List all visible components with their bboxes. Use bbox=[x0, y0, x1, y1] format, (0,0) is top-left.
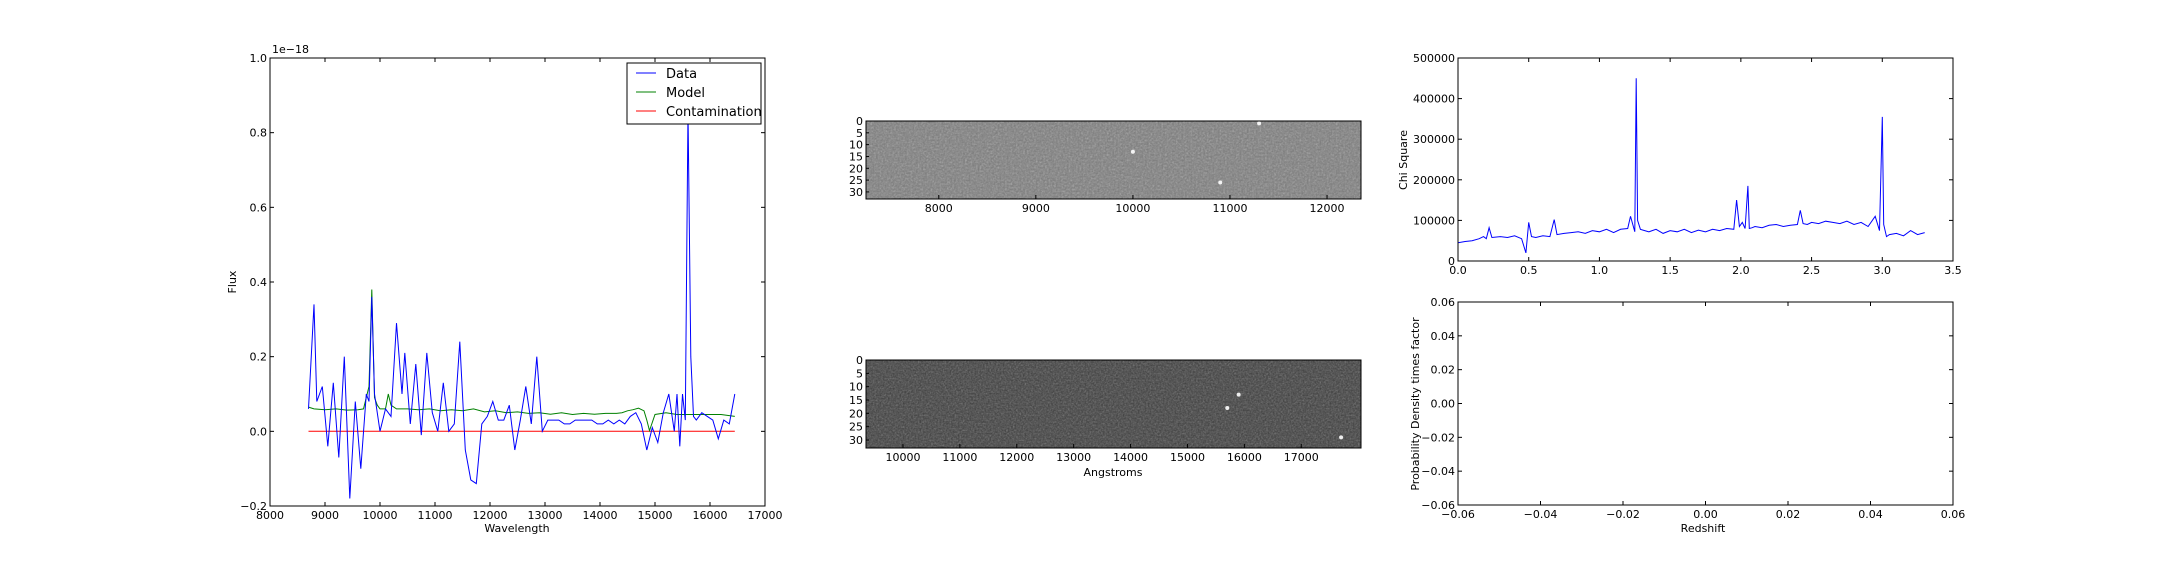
probability-ytick-label: −0.04 bbox=[1421, 465, 1455, 478]
chi-square-xtick-label: 1.0 bbox=[1591, 264, 1609, 277]
probability-ylabel: Probability Density times factor bbox=[1409, 317, 1422, 491]
probability-ytick-label: 0.04 bbox=[1431, 330, 1456, 343]
probability-ytick-label: 0.06 bbox=[1431, 296, 1456, 309]
spectrum-xlabel: Wavelength bbox=[484, 522, 549, 535]
spectrum-xtick-label: 9000 bbox=[311, 509, 339, 522]
image-top-xtick-label: 12000 bbox=[1310, 202, 1345, 215]
image-top-bright-spot bbox=[1218, 180, 1222, 184]
chi-square-panel: 0.0 0.5 1.0 1.5 2.0 2.5 3.0 3.5 0 100000 200000 300… bbox=[1397, 52, 1962, 277]
spectrum-xtick-label: 17000 bbox=[748, 509, 783, 522]
image-bottom-bright-spot bbox=[1339, 435, 1343, 439]
image-bottom-ytick-label: 0 bbox=[856, 354, 863, 367]
image-bottom-bright-spot bbox=[1237, 393, 1241, 397]
probability-ytick-label: 0.02 bbox=[1431, 364, 1456, 377]
spectrum-ytick-label: 0.8 bbox=[250, 127, 268, 140]
legend-label-data: Data bbox=[666, 67, 697, 82]
spectrum-xtick-label: 10000 bbox=[363, 509, 398, 522]
chi-square-ytick-label: 300000 bbox=[1413, 133, 1455, 146]
spectrum-ytick-label: 1.0 bbox=[250, 52, 268, 65]
image-bottom-noise bbox=[866, 360, 1361, 448]
spectrum-legend: Data Model Contamination bbox=[627, 63, 762, 124]
image-bottom-xtick-label: 14000 bbox=[1113, 451, 1148, 464]
chi-square-ytick-label: 500000 bbox=[1413, 52, 1455, 65]
probability-xtick-label: 0.02 bbox=[1776, 508, 1801, 521]
probability-ytick-label: −0.02 bbox=[1421, 431, 1455, 444]
spectrum-ytick-label: 0.6 bbox=[250, 201, 268, 214]
image-top-ytick-label: 30 bbox=[849, 186, 863, 199]
probability-xtick-label: 0.04 bbox=[1858, 508, 1883, 521]
spectrum-xtick-label: 12000 bbox=[473, 509, 508, 522]
chi-square-ytick-label: 0 bbox=[1448, 255, 1455, 268]
image-bottom-ytick-label: 15 bbox=[849, 394, 863, 407]
image-bottom-xtick-label: 13000 bbox=[1056, 451, 1091, 464]
spectrum-offset-text: 1e−18 bbox=[272, 43, 309, 56]
chi-square-ytick-label: 200000 bbox=[1413, 174, 1455, 187]
spectrum-ytick-label: 0.2 bbox=[250, 351, 268, 364]
image-top-xtick-label: 8000 bbox=[925, 202, 953, 215]
legend-label-contamination: Contamination bbox=[666, 105, 762, 120]
spectrum-panel: 8000 9000 10000 11000 12000 13000 14000 15000 16… bbox=[226, 43, 783, 535]
chi-square-ytick-label: 100000 bbox=[1413, 214, 1455, 227]
spectrum-xtick-label: 11000 bbox=[418, 509, 453, 522]
legend-label-model: Model bbox=[666, 86, 705, 101]
probability-xtick-label: 0.06 bbox=[1941, 508, 1966, 521]
chi-square-xtick-label: 2.5 bbox=[1803, 264, 1821, 277]
image-bottom-xtick-label: 16000 bbox=[1227, 451, 1262, 464]
image-bottom-xtick-label: 11000 bbox=[942, 451, 977, 464]
image-top-xtick-label: 9000 bbox=[1022, 202, 1050, 215]
image-bottom-ytick-label: 10 bbox=[849, 381, 863, 394]
image-bottom-ytick-label: 20 bbox=[849, 407, 863, 420]
chi-square-xtick-label: 3.0 bbox=[1874, 264, 1892, 277]
image-bottom-xtick-label: 15000 bbox=[1170, 451, 1205, 464]
image-bottom-bright-spot bbox=[1225, 406, 1229, 410]
chi-square-xtick-label: 2.0 bbox=[1732, 264, 1750, 277]
probability-xtick-label: 0.00 bbox=[1693, 508, 1718, 521]
spectrum-xtick-label: 16000 bbox=[693, 509, 728, 522]
image-bottom-ytick-label: 25 bbox=[849, 421, 863, 434]
probability-panel: −0.06 −0.04 −0.02 0.00 0.02 0.04 0.06 −0.06 −0.0… bbox=[1409, 296, 1965, 535]
spectrum-ylabel: Flux bbox=[226, 270, 239, 293]
image-bottom-xtick-label: 12000 bbox=[999, 451, 1034, 464]
chi-square-xtick-label: 0.5 bbox=[1520, 264, 1538, 277]
spectrum-ytick-label: −0.2 bbox=[240, 500, 267, 513]
probability-xlabel: Redshift bbox=[1681, 522, 1726, 535]
chi-square-ylabel: Chi Square bbox=[1397, 130, 1410, 190]
probability-ytick-label: 0.00 bbox=[1431, 398, 1456, 411]
spectrum-xtick-label: 14000 bbox=[583, 509, 618, 522]
probability-xtick-label: −0.04 bbox=[1524, 508, 1558, 521]
spectrum-xtick-label: 15000 bbox=[638, 509, 673, 522]
image-bottom-ytick-label: 5 bbox=[856, 367, 863, 380]
spectrum-xtick-label: 13000 bbox=[528, 509, 563, 522]
chi-square-xtick-label: 3.5 bbox=[1944, 264, 1962, 277]
image-top-xtick-label: 11000 bbox=[1212, 202, 1247, 215]
image-top-bright-spot bbox=[1131, 150, 1135, 154]
probability-xtick-label: −0.02 bbox=[1606, 508, 1640, 521]
spectrum-ytick-label: 0.0 bbox=[250, 425, 268, 438]
image-bottom-panel: 10000 11000 12000 13000 14000 15000 16000 17000… bbox=[849, 354, 1361, 479]
image-top-bright-spot bbox=[1257, 121, 1261, 125]
spectrum-ytick-label: 0.4 bbox=[250, 276, 268, 289]
image-bottom-xtick-label: 10000 bbox=[885, 451, 920, 464]
image-bottom-xlabel: Angstroms bbox=[1084, 466, 1143, 479]
image-top-xtick-label: 10000 bbox=[1115, 202, 1150, 215]
image-bottom-xtick-label: 17000 bbox=[1284, 451, 1319, 464]
chi-square-xtick-label: 1.5 bbox=[1661, 264, 1679, 277]
chi-square-ytick-label: 400000 bbox=[1413, 93, 1455, 106]
image-top-noise bbox=[866, 121, 1361, 199]
probability-ytick-label: −0.06 bbox=[1421, 499, 1455, 512]
image-bottom-ytick-label: 30 bbox=[849, 434, 863, 447]
